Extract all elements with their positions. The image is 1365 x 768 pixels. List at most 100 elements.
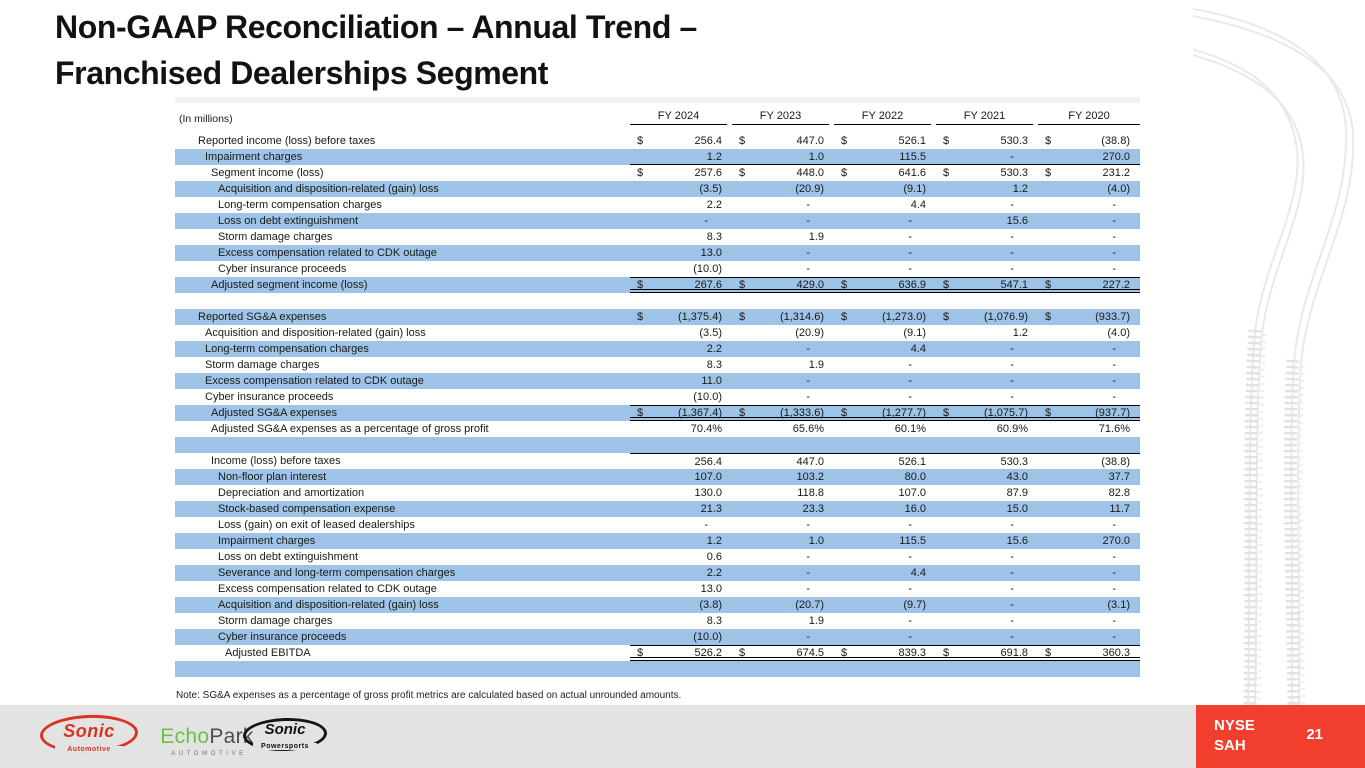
dollar-sign: $ [637, 647, 644, 659]
row-value: 118.8 [797, 487, 824, 499]
echopark-echo: Echo [160, 725, 210, 748]
row-value: - [1010, 375, 1014, 387]
row-value: 360.3 [1102, 647, 1130, 659]
sonic-wordmark: Sonic [63, 721, 115, 741]
dollar-sign [936, 389, 943, 405]
dollar-sign: $ [739, 311, 746, 323]
row-value: - [1010, 263, 1014, 275]
row-value: - [1112, 615, 1116, 627]
dollar-sign [834, 501, 841, 517]
row-value: - [908, 583, 912, 595]
row-value: 641.6 [898, 167, 926, 179]
dollar-sign [630, 261, 637, 277]
row-value: 227.2 [1102, 279, 1130, 291]
row-value: (1,273.0) [881, 311, 926, 323]
value-group: $ (1,314.6) [732, 309, 834, 325]
dollar-sign [936, 533, 943, 549]
value-group: 115.5 [834, 149, 936, 164]
value-group: 11.0 [630, 373, 732, 389]
value-group: 87.9 [936, 485, 1038, 501]
value-group: - [936, 341, 1038, 357]
value-group: 71.6% [1038, 421, 1140, 437]
value-group: (20.9) [732, 325, 834, 341]
dollar-sign [732, 454, 739, 469]
row-value: 636.9 [898, 279, 926, 291]
row-value: 60.1% [894, 423, 926, 435]
value-group: - [630, 517, 732, 533]
dollar-sign [732, 565, 739, 581]
dollar-sign [1038, 325, 1045, 341]
value-group: 8.3 [630, 357, 732, 373]
dollar-sign [630, 469, 637, 485]
dollar-sign [834, 325, 841, 341]
value-group: - [834, 373, 936, 389]
value-group: - [732, 581, 834, 597]
row-value: 4.4 [910, 199, 926, 211]
value-group: $691.8 [936, 646, 1038, 659]
value-group: 37.7 [1038, 469, 1140, 485]
value-group: 256.4 [630, 454, 732, 469]
dollar-sign [732, 389, 739, 405]
table-row: Loss (gain) on exit of leased dealership… [175, 517, 1140, 533]
row-value: 231.2 [1102, 167, 1130, 179]
dollar-sign [936, 357, 943, 373]
value-group: - [732, 197, 834, 213]
row-value: (9.1) [903, 327, 926, 339]
value-group: - [732, 245, 834, 261]
row-label: Cyber insurance proceeds [218, 263, 347, 275]
table-row: Storm damage charges 8.3 1.9 - - - [175, 613, 1140, 629]
table-row: Income (loss) before taxes 256.4 447.0 526.… [175, 453, 1140, 469]
dollar-sign [732, 229, 739, 245]
row-value: 256.4 [694, 135, 722, 147]
row-label: Storm damage charges [205, 359, 320, 371]
value-group: $ (1,333.6) [732, 406, 834, 419]
value-group: - [936, 517, 1038, 533]
value-group: 4.4 [834, 565, 936, 581]
dollar-sign [834, 469, 841, 485]
dollar-sign: $ [637, 407, 644, 419]
row-value: 530.3 [1000, 135, 1028, 147]
dollar-sign [936, 565, 943, 581]
value-group: (4.0) [1038, 325, 1140, 341]
row-label: Excess compensation related to CDK outag… [218, 583, 437, 595]
row-value: (1,375.4) [677, 311, 722, 323]
row-value: 8.3 [706, 231, 722, 243]
value-group: 1.9 [732, 229, 834, 245]
value-group: $429.0 [732, 278, 834, 291]
row-value: - [1010, 631, 1014, 643]
value-group: 60.9% [936, 421, 1038, 437]
row-value: 257.6 [694, 167, 722, 179]
table-row: Impairment charges 1.2 1.0 115.5 15.6 270.0 [175, 533, 1140, 549]
dollar-sign [630, 357, 637, 373]
value-group: (3.8) [630, 597, 732, 613]
row-value: 839.3 [898, 647, 926, 659]
dollar-sign: $ [943, 407, 950, 419]
dollar-sign [936, 373, 943, 389]
row-value: - [1010, 567, 1014, 579]
row-label: Reported SG&A expenses [198, 311, 327, 323]
dollar-sign [1038, 469, 1045, 485]
dollar-sign [936, 549, 943, 565]
row-label: Loss (gain) on exit of leased dealership… [218, 519, 415, 531]
row-value: - [806, 199, 810, 211]
table-row: Reported income (loss) before taxes $256.… [175, 133, 1140, 149]
row-values: (10.0) - - - - [630, 389, 1140, 405]
value-group: 15.6 [936, 213, 1038, 229]
value-group: 107.0 [834, 485, 936, 501]
row-values: 13.0 - - - - [630, 245, 1140, 261]
value-group: - [936, 629, 1038, 645]
value-group: - [732, 549, 834, 565]
dollar-sign [630, 181, 637, 197]
dollar-sign [630, 373, 637, 389]
dollar-sign [834, 454, 841, 469]
value-group: (9.7) [834, 597, 936, 613]
row-values: 8.3 1.9 - - - [630, 357, 1140, 373]
row-value: 526.1 [898, 135, 926, 147]
row-value: - [704, 519, 708, 531]
table-row: Cyber insurance proceeds (10.0) - - - - [175, 261, 1140, 277]
row-value: (1,277.7) [881, 407, 926, 419]
row-label: Adjusted EBITDA [225, 647, 311, 659]
value-group: $641.6 [834, 165, 936, 181]
row-value: (9.7) [903, 599, 926, 611]
value-group: 8.3 [630, 229, 732, 245]
